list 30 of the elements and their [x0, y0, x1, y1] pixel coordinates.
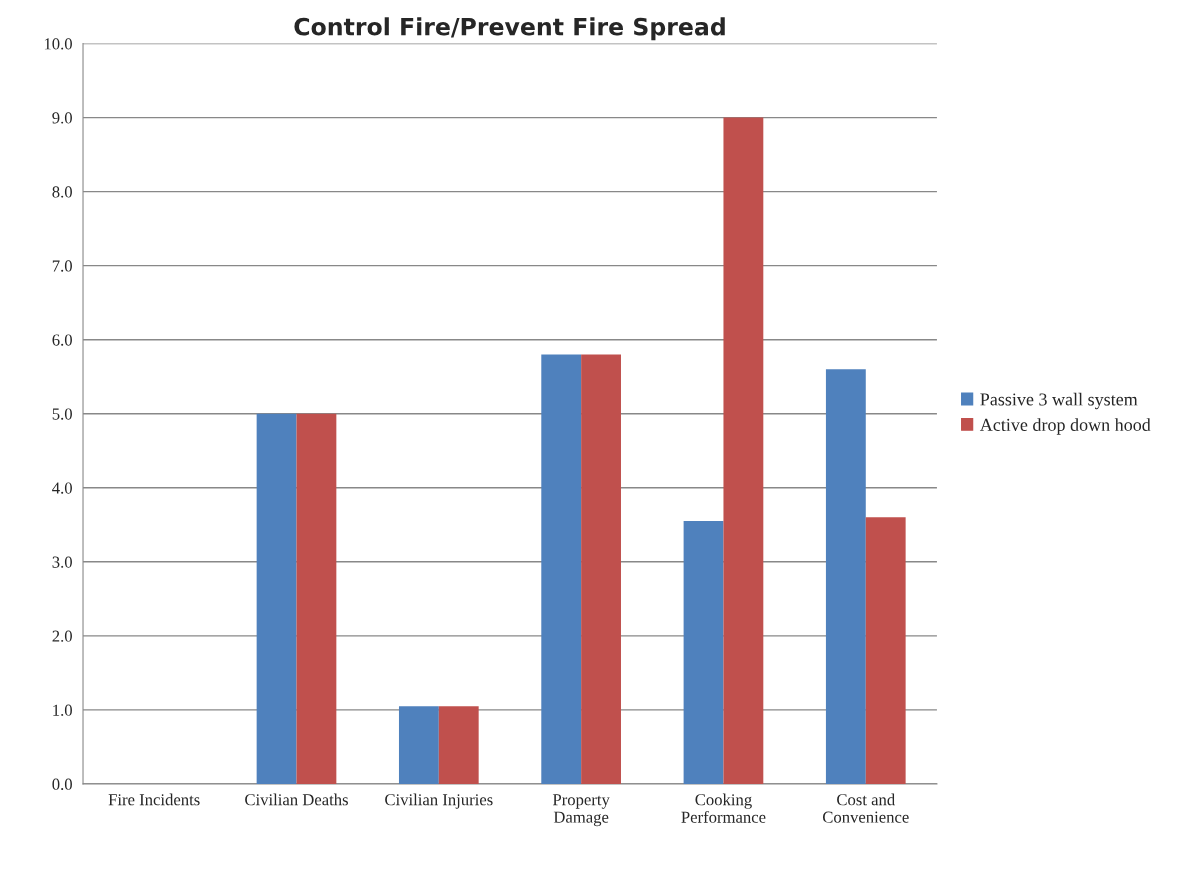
y-tick-label: 7.0: [52, 260, 72, 272]
bar: [865, 517, 906, 784]
bar: [581, 354, 621, 784]
x-tick-label: Fire Incidents: [108, 793, 200, 806]
bar: [296, 413, 337, 784]
y-tick-label: 9.0: [52, 112, 72, 124]
bar: [256, 413, 297, 784]
x-tick-label: Civilian Deaths: [245, 793, 348, 806]
y-tick-label: 8.0: [52, 186, 72, 198]
x-tick-label: Civilian Injuries: [385, 793, 493, 809]
y-tick-label: 2.0: [52, 630, 72, 642]
y-tick-label: 5.0: [52, 408, 72, 420]
bar: [541, 354, 582, 784]
y-tick-label: 3.0: [52, 556, 72, 568]
x-tick-label: Cost and Convenience: [822, 793, 909, 823]
y-tick-label: 1.0: [53, 704, 72, 716]
bar: [825, 369, 866, 784]
y-tick-label: 10.0: [44, 38, 72, 50]
x-tick-label: Property Damage: [552, 794, 610, 827]
bar: [398, 706, 439, 784]
y-tick-label: 4.0: [52, 482, 72, 494]
x-tick-label: Cooking Performance: [681, 793, 766, 823]
bar: [723, 117, 764, 784]
legend-label: Active drop down hood: [979, 418, 1151, 435]
legend-label: Passive 3 wall system: [980, 392, 1138, 410]
y-tick-label: 0.0: [52, 778, 72, 790]
bar: [683, 521, 724, 784]
bar: [438, 706, 479, 784]
chart-title: Control Fire/Prevent Fire Spread: [294, 17, 725, 41]
y-tick-label: 6.0: [52, 334, 72, 346]
